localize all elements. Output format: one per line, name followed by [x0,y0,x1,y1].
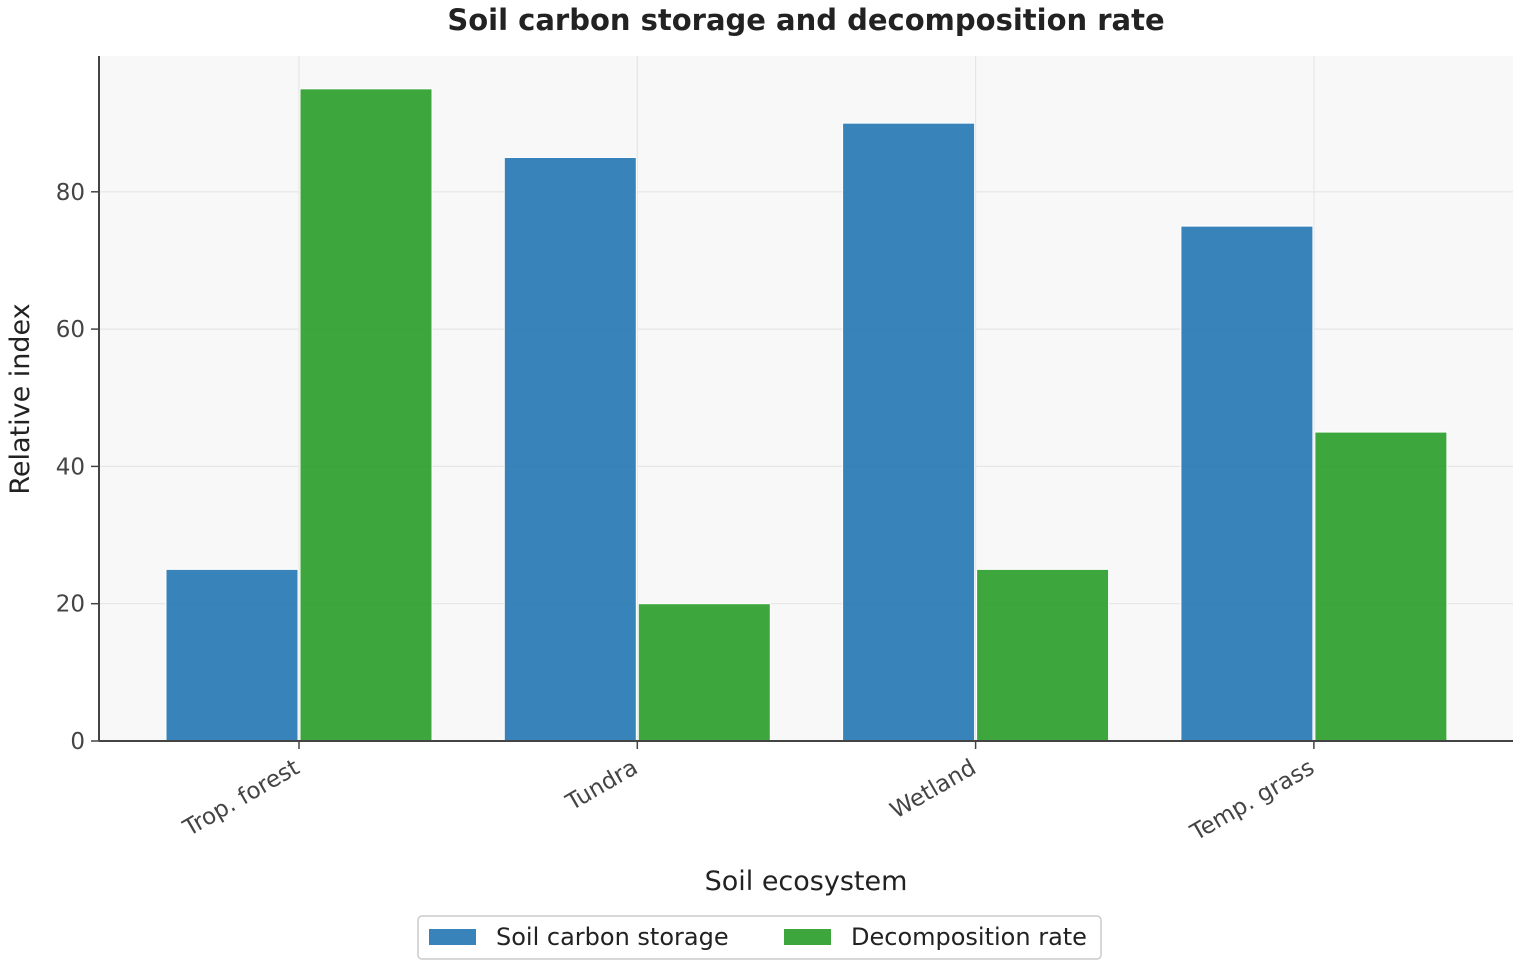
x-axis-label: Soil ecosystem [705,866,908,897]
bar-soil-carbon-storage-tundra [503,156,637,742]
chart-title: Soil carbon storage and decomposition ra… [447,3,1164,37]
axes [98,56,1513,742]
bar-soil-carbon-storage-temp-grass [1180,225,1314,742]
bar-soil-carbon-storage-trop-forest [165,568,299,742]
bar-decomposition-rate-trop-forest [299,88,433,742]
y-tick-label-60: 60 [56,317,85,343]
y-tick-label-40: 40 [56,454,85,480]
y-tick-label-80: 80 [56,180,85,206]
x-tick-label-temp-grass: Temp. grass [1185,755,1318,847]
x-tick-label-tundra: Tundra [561,755,642,817]
x-tick-label-trop-forest: Trop. forest [178,755,304,843]
bar-decomposition-rate-temp-grass [1314,431,1448,742]
legend-label-soil-carbon-storage: Soil carbon storage [496,923,729,951]
y-tick-label-0: 0 [70,729,85,755]
bar-soil-carbon-storage-wetland [842,122,976,742]
y-axis-label: Relative index [5,303,36,494]
legend: Soil carbon storage Decomposition rate [417,915,1102,960]
bar-decomposition-rate-wetland [976,568,1110,742]
legend-label-decomposition-rate: Decomposition rate [851,923,1087,951]
y-tick-label-20: 20 [56,592,85,618]
legend-frame [417,915,1102,960]
bar-decomposition-rate-tundra [637,603,771,742]
x-tick-label-wetland: Wetland [886,755,981,825]
legend-swatch-soil-carbon-storage [429,929,476,945]
legend-swatch-decomposition-rate [784,929,831,945]
bars [165,88,1448,742]
